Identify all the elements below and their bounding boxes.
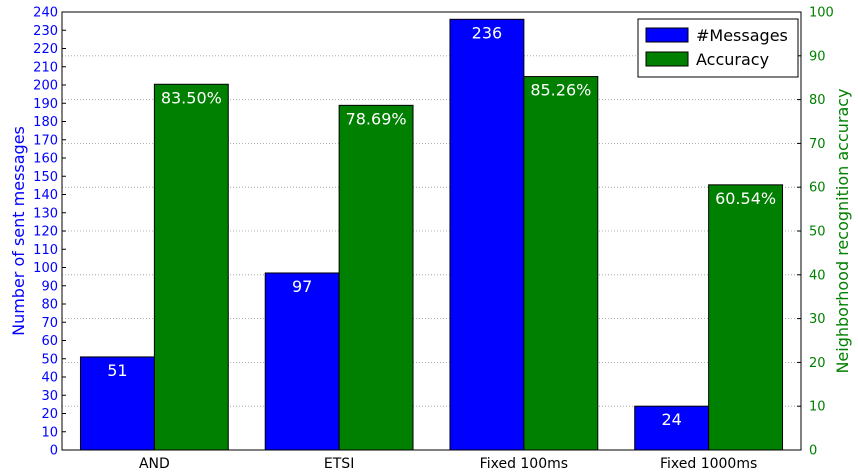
right-axis-ticks: 0 10 20 30 40 50 60 70 80 90 100 [797, 6, 834, 459]
left-tick-label: 10 [41, 425, 58, 440]
bar-value-label-messages: 51 [107, 361, 127, 380]
bar-value-label-messages: 97 [292, 277, 312, 296]
bar-messages [264, 272, 340, 451]
legend-swatch [645, 27, 689, 43]
x-tick-label: AND [139, 456, 170, 472]
left-tick-label: 240 [33, 6, 58, 21]
right-tick-label: 70 [809, 137, 826, 152]
legend: #Messages Accuracy [637, 18, 799, 78]
left-tick-label: 230 [33, 24, 58, 39]
bar-value-label-messages: 236 [472, 23, 503, 42]
legend-label: #Messages [696, 26, 788, 45]
bar-messages [79, 356, 155, 451]
left-tick-label: 20 [41, 407, 58, 422]
left-tick-label: 200 [33, 79, 58, 94]
bar-accuracy [338, 104, 414, 451]
right-tick-label: 10 [809, 400, 826, 415]
bars [79, 18, 784, 451]
left-tick-label: 100 [33, 261, 58, 276]
right-tick-label: 50 [809, 225, 826, 240]
left-tick-label: 180 [33, 115, 58, 130]
left-tick-label: 40 [41, 371, 58, 386]
bar-value-label-accuracy: 60.54% [715, 189, 776, 208]
x-axis-ticks: AND ETSI Fixed 100ms Fixed 1000ms [139, 446, 757, 472]
left-tick-label: 170 [33, 133, 58, 148]
bar-messages [634, 405, 710, 451]
left-tick-label: 150 [33, 170, 58, 185]
left-tick-label: 120 [33, 225, 58, 240]
right-tick-label: 0 [809, 444, 817, 459]
right-tick-label: 40 [809, 268, 826, 283]
bar-value-label-accuracy: 85.26% [530, 81, 591, 100]
left-tick-label: 0 [50, 444, 58, 459]
left-tick-label: 60 [41, 334, 58, 349]
x-tick-label: Fixed 1000ms [660, 456, 757, 472]
bar-value-label-accuracy: 78.69% [346, 109, 407, 128]
bar-accuracy [523, 76, 599, 451]
left-tick-label: 210 [33, 60, 58, 75]
right-tick-label: 90 [809, 49, 826, 64]
right-tick-label: 30 [809, 312, 826, 327]
bar-accuracy [153, 83, 229, 451]
x-tick-label: ETSI [324, 456, 354, 472]
left-tick-label: 90 [41, 279, 58, 294]
left-tick-label: 80 [41, 298, 58, 313]
right-axis-label: Neighborhood recognition accuracy [833, 88, 852, 373]
left-axis-label: Number of sent messages [9, 126, 28, 336]
left-axis-ticks: 0 10 20 30 40 50 60 70 80 90 100 110 120 130 140 150 160… [33, 6, 66, 459]
left-tick-label: 140 [33, 188, 58, 203]
left-tick-label: 110 [33, 243, 58, 258]
left-tick-label: 130 [33, 206, 58, 221]
data-labels: 51 83.50% 97 78.69% 236 85.26% 24 60.54% [107, 23, 776, 429]
right-tick-label: 20 [809, 356, 826, 371]
bar-messages [449, 18, 525, 451]
right-tick-label: 100 [809, 6, 834, 21]
right-tick-label: 80 [809, 93, 826, 108]
left-tick-label: 30 [41, 389, 58, 404]
bar-value-label-accuracy: 83.50% [161, 88, 222, 107]
left-tick-label: 70 [41, 316, 58, 331]
legend-swatch [645, 51, 689, 67]
bar-accuracy [708, 184, 784, 451]
x-tick-label: Fixed 100ms [480, 456, 568, 472]
left-tick-label: 160 [33, 152, 58, 167]
left-tick-label: 220 [33, 42, 58, 57]
right-tick-label: 60 [809, 181, 826, 196]
left-tick-label: 50 [41, 352, 58, 367]
legend-label: Accuracy [696, 50, 769, 69]
bar-value-label-messages: 24 [661, 410, 681, 429]
left-tick-label: 190 [33, 97, 58, 112]
